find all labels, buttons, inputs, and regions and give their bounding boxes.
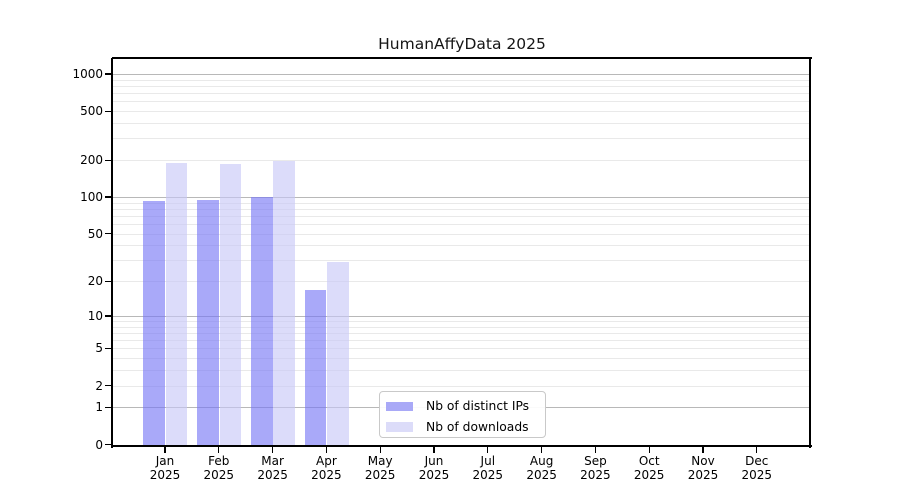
x-tick-label-may: May 2025 [364, 454, 396, 482]
legend-item-distinct-ips: Nb of distinct IPs [386, 396, 545, 417]
legend: Nb of distinct IPs Nb of downloads [379, 391, 546, 438]
x-tick-apr [325, 447, 328, 453]
x-tick-jul [487, 447, 489, 453]
gridline-minor-20 [113, 281, 811, 283]
x-tick-label-dec: Dec 2025 [741, 454, 773, 482]
y-tick-0 [105, 443, 112, 446]
legend-item-downloads: Nb of downloads [386, 417, 545, 438]
gridline-minor-40 [113, 245, 811, 247]
bar-distinct-ips-mar [251, 197, 273, 447]
gridline-minor-200 [113, 160, 811, 162]
gridline-major-10 [113, 315, 811, 318]
y-tick-label-20: 20 [87, 274, 103, 289]
x-tick-feb [218, 447, 220, 453]
x-tick-label-apr: Apr 2025 [311, 454, 342, 482]
x-tick-label-aug: Aug 2025 [526, 454, 557, 482]
gridline-minor-8 [113, 326, 811, 328]
gridline-minor-300 [113, 138, 811, 140]
gridline-minor-80 [113, 208, 811, 210]
gridline-minor-7 [113, 333, 811, 334]
bar-downloads-mar [273, 160, 295, 447]
x-tick-oct [648, 447, 650, 453]
legend-label-distinct-ips: Nb of distinct IPs [426, 399, 530, 414]
y-tick-label-0: 0 [95, 437, 103, 452]
x-tick-label-oct: Oct 2025 [633, 454, 665, 482]
bar-distinct-ips-apr [304, 289, 327, 447]
y-tick-5 [105, 347, 112, 350]
y-tick-200 [105, 159, 112, 161]
axis-spine-bottom [112, 445, 812, 448]
x-tick-may [379, 447, 381, 453]
bar-distinct-ips-jan [143, 200, 165, 447]
y-tick-label-1000: 1000 [72, 66, 103, 81]
x-tick-sep [594, 447, 597, 453]
bar-downloads-apr [327, 262, 349, 447]
x-tick-label-mar: Mar 2025 [257, 454, 288, 482]
gridline-minor-70 [113, 215, 811, 217]
gridline-minor-9 [113, 321, 811, 322]
x-tick-label-jul: Jul 2025 [472, 454, 504, 482]
bar-downloads-feb [219, 164, 242, 447]
axis-spine-top [112, 57, 812, 60]
y-tick-label-200: 200 [80, 153, 103, 168]
y-tick-label-2: 2 [95, 378, 103, 393]
bar-distinct-ips-feb [197, 199, 219, 447]
y-tick-50 [105, 233, 112, 235]
x-tick-jan [164, 447, 166, 453]
gridline-minor-600 [113, 101, 811, 103]
gridline-minor-4 [113, 358, 811, 360]
axis-spine-right [809, 58, 812, 448]
gridline-minor-900 [113, 79, 811, 81]
legend-swatch-downloads [386, 422, 413, 432]
y-tick-label-10: 10 [87, 308, 103, 323]
axis-spine-left [111, 58, 114, 448]
gridline-minor-3 [113, 370, 811, 372]
gridline-minor-700 [113, 93, 811, 95]
y-tick-label-1: 1 [95, 400, 103, 415]
gridline-minor-800 [113, 85, 811, 87]
y-tick-label-5: 5 [95, 341, 103, 356]
gridline-major-1000 [113, 73, 811, 76]
x-tick-label-nov: Nov 2025 [687, 454, 719, 482]
gridline-minor-30 [113, 260, 811, 262]
y-tick-label-50: 50 [87, 226, 103, 241]
x-tick-label-sep: Sep 2025 [580, 454, 611, 482]
y-tick-10 [105, 315, 112, 317]
x-tick-dec [756, 447, 758, 453]
gridline-minor-6 [113, 340, 811, 342]
x-tick-label-feb: Feb 2025 [203, 454, 235, 482]
gridline-minor-2 [113, 385, 811, 387]
legend-swatch-distinct-ips [386, 401, 413, 411]
y-tick-1 [105, 406, 112, 408]
gridline-minor-500 [113, 111, 811, 113]
gridline-minor-90 [113, 202, 811, 204]
chart-title: HumanAffyData 2025 [378, 35, 546, 53]
gridline-minor-5 [113, 348, 811, 350]
x-tick-aug [541, 447, 543, 453]
bar-downloads-jan [165, 162, 188, 447]
plot-area [111, 57, 812, 448]
y-tick-label-100: 100 [80, 190, 103, 204]
y-tick-500 [105, 110, 112, 112]
y-tick-100 [105, 196, 112, 198]
gridline-major-100 [113, 197, 811, 199]
x-tick-mar [272, 447, 274, 453]
gridline-minor-60 [113, 224, 811, 225]
x-tick-label-jan: Jan 2025 [149, 454, 181, 482]
y-tick-20 [105, 280, 112, 282]
gridline-minor-400 [113, 123, 811, 124]
x-tick-jun [433, 447, 435, 453]
x-tick-label-jun: Jun 2025 [418, 454, 450, 482]
y-tick-1000 [105, 73, 112, 75]
y-tick-2 [105, 385, 112, 387]
x-tick-nov [702, 447, 704, 453]
gridline-minor-50 [113, 233, 811, 235]
y-tick-label-500: 500 [80, 104, 103, 119]
legend-label-downloads: Nb of downloads [426, 419, 529, 434]
